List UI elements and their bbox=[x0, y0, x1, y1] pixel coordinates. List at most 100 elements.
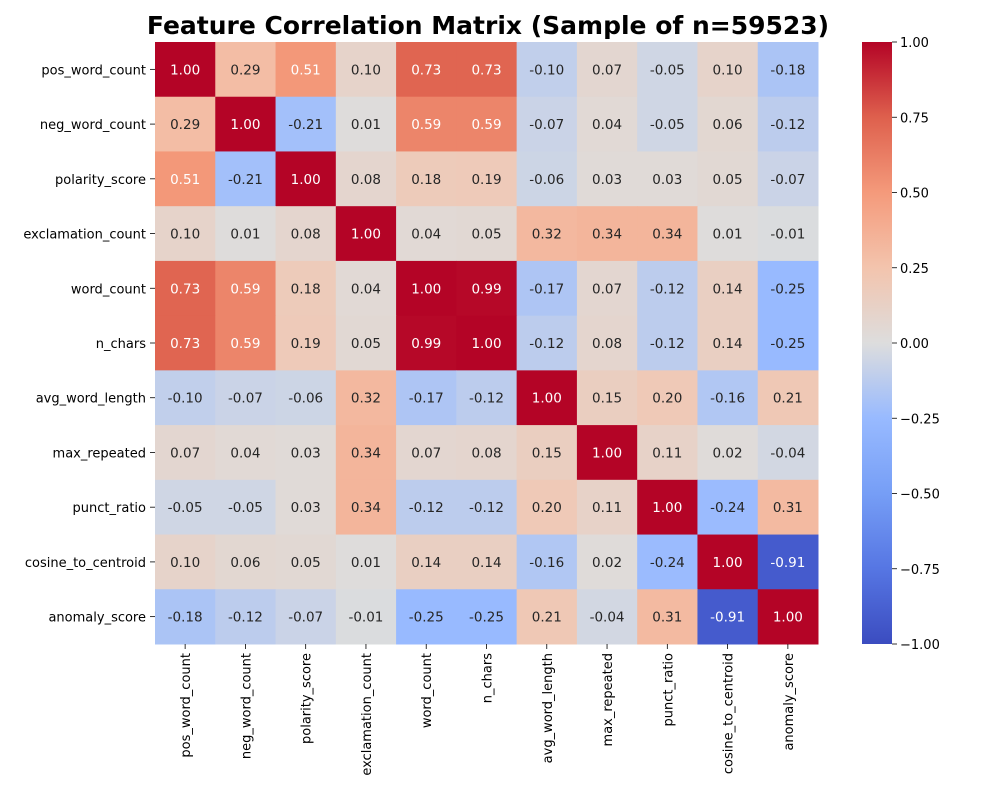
cell-value-label: 0.01 bbox=[230, 227, 260, 243]
heatmap-cell bbox=[576, 370, 638, 426]
heatmap-cell bbox=[697, 151, 759, 207]
y-tick-label: polarity_score bbox=[55, 173, 146, 188]
cell-value-label: 0.01 bbox=[351, 117, 381, 133]
x-tick-label: anomaly_score bbox=[782, 653, 797, 751]
cell-value-label: -0.12 bbox=[650, 336, 685, 352]
heatmap-cell bbox=[215, 534, 277, 590]
cell-value-label: -0.04 bbox=[770, 445, 805, 461]
cell-value-label: -0.07 bbox=[288, 610, 323, 626]
heatmap-cell bbox=[757, 589, 819, 645]
heatmap-cell bbox=[275, 206, 337, 262]
heatmap-cell bbox=[576, 589, 638, 645]
cell-value-label: 0.73 bbox=[411, 62, 441, 78]
cell-value-label: -0.12 bbox=[228, 610, 263, 626]
cell-value-label: 0.99 bbox=[411, 336, 441, 352]
cell-value-label: -0.07 bbox=[228, 391, 263, 407]
heatmap-cell bbox=[697, 479, 759, 536]
heatmap-cell bbox=[155, 260, 216, 317]
heatmap-cell bbox=[637, 534, 698, 590]
heatmap-cell bbox=[396, 479, 457, 536]
x-tick-label: word_count bbox=[420, 653, 435, 728]
cell-value-label: -0.12 bbox=[650, 281, 685, 297]
cell-value-label: -0.18 bbox=[168, 610, 203, 626]
heatmap-cell bbox=[697, 206, 759, 262]
x-tick-label: polarity_score bbox=[300, 653, 315, 744]
heatmap-cell bbox=[396, 370, 457, 426]
cell-value-label: -0.18 bbox=[770, 62, 805, 78]
cell-value-label: 0.11 bbox=[652, 445, 682, 461]
heatmap-cell bbox=[697, 260, 759, 317]
y-tick-label: neg_word_count bbox=[40, 118, 146, 133]
cell-value-label: 0.31 bbox=[773, 500, 803, 516]
cell-value-label: 0.73 bbox=[170, 281, 200, 297]
heatmap-cell bbox=[215, 479, 277, 536]
heatmap-cell bbox=[576, 315, 638, 371]
cell-value-label: 0.07 bbox=[592, 62, 622, 78]
cell-value-label: 0.04 bbox=[592, 117, 622, 133]
heatmap-cell bbox=[516, 370, 578, 426]
cell-value-label: 0.99 bbox=[471, 281, 501, 297]
heatmap-cell bbox=[576, 260, 638, 317]
heatmap-cell bbox=[335, 425, 397, 481]
heatmap-cell bbox=[335, 206, 397, 262]
heatmap-cell bbox=[215, 206, 277, 262]
heatmap-cell bbox=[155, 315, 216, 371]
cell-value-label: 0.18 bbox=[411, 172, 441, 188]
cell-value-label: 0.20 bbox=[532, 500, 562, 516]
heatmap-cell bbox=[335, 42, 397, 98]
heatmap-cell bbox=[335, 151, 397, 207]
heatmap-cell bbox=[215, 315, 277, 371]
cell-value-label: -0.16 bbox=[529, 555, 564, 571]
heatmap-cell bbox=[757, 479, 819, 536]
cell-value-label: -0.24 bbox=[710, 500, 745, 516]
cell-value-label: -0.06 bbox=[529, 172, 564, 188]
heatmap-cell bbox=[456, 425, 518, 481]
cell-value-label: -0.21 bbox=[228, 172, 263, 188]
heatmap-cell bbox=[215, 589, 277, 645]
heatmap-cell bbox=[757, 425, 819, 481]
heatmap-cell bbox=[215, 96, 277, 152]
heatmap-cell bbox=[637, 96, 698, 152]
heatmap-cell bbox=[456, 370, 518, 426]
heatmap-cell bbox=[155, 589, 216, 645]
heatmap-cell bbox=[335, 534, 397, 590]
y-tick-label: cosine_to_centroid bbox=[25, 556, 146, 571]
cell-value-label: 0.14 bbox=[471, 555, 501, 571]
heatmap-cell bbox=[215, 260, 277, 317]
heatmap-cell bbox=[275, 151, 337, 207]
colorbar-tick-label: 0.50 bbox=[900, 187, 929, 202]
heatmap-cell bbox=[335, 589, 397, 645]
cell-value-label: 0.02 bbox=[713, 445, 743, 461]
cell-value-label: -0.21 bbox=[288, 117, 323, 133]
heatmap-cell bbox=[456, 96, 518, 152]
heatmap-cell bbox=[215, 370, 277, 426]
heatmap-cell bbox=[576, 425, 638, 481]
cell-value-label: 0.03 bbox=[291, 445, 321, 461]
heatmap-cell bbox=[335, 96, 397, 152]
cell-value-label: 0.21 bbox=[532, 610, 562, 626]
cell-value-label: 0.08 bbox=[471, 445, 501, 461]
cell-value-label: 0.11 bbox=[592, 500, 622, 516]
x-tick-label: avg_word_length bbox=[541, 653, 556, 763]
y-tick-label: word_count bbox=[71, 282, 146, 297]
y-tick-label: max_repeated bbox=[53, 446, 146, 461]
cell-value-label: 0.04 bbox=[230, 445, 260, 461]
heatmap-cell bbox=[456, 42, 518, 98]
heatmap-cell bbox=[637, 479, 698, 536]
cell-value-label: 0.18 bbox=[291, 281, 321, 297]
cell-value-label: 0.19 bbox=[291, 336, 321, 352]
heatmap-cell bbox=[516, 315, 578, 371]
heatmap-cell bbox=[396, 260, 457, 317]
cell-value-label: 1.00 bbox=[471, 336, 501, 352]
colorbar-tick-label: −1.00 bbox=[900, 638, 940, 653]
heatmap-cell bbox=[155, 425, 216, 481]
y-tick-label: exclamation_count bbox=[23, 228, 146, 243]
cell-value-label: 0.07 bbox=[592, 281, 622, 297]
heatmap-cell bbox=[456, 315, 518, 371]
y-axis-ticks: pos_word_count neg_word_count polarity_sco… bbox=[23, 63, 155, 626]
heatmap-cell bbox=[757, 151, 819, 207]
cell-value-label: 0.20 bbox=[652, 391, 682, 407]
colorbar-tick-label: 0.75 bbox=[900, 111, 929, 126]
heatmap-cell bbox=[155, 151, 216, 207]
